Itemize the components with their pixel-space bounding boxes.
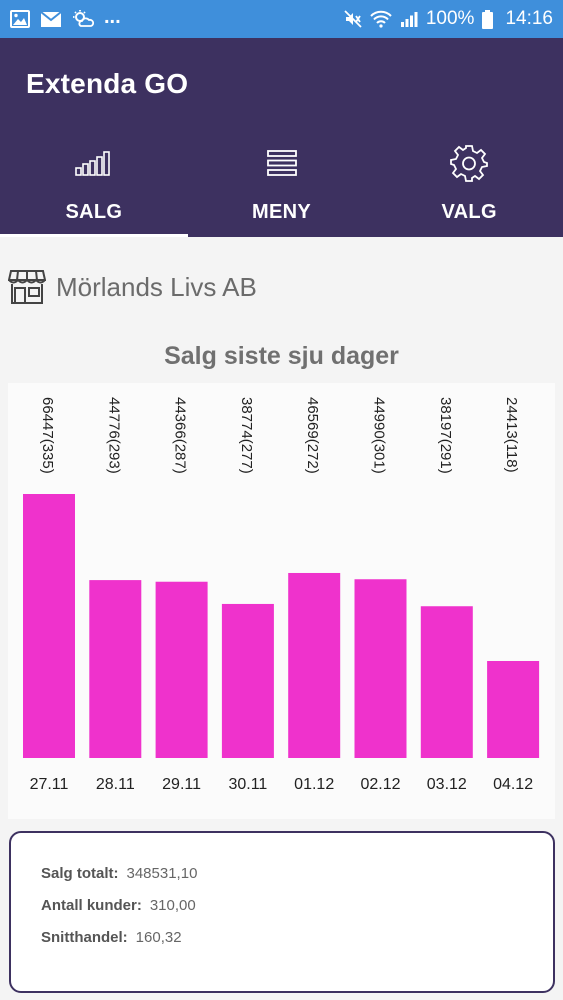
mute-icon: [344, 10, 362, 28]
chart-tick-label: 28.11: [96, 776, 135, 793]
tab-label: MENY: [252, 201, 311, 223]
chart-bar: [89, 580, 142, 758]
summary-row-total: Salg totalt: 348531,10: [41, 865, 197, 882]
battery-level: 100%: [425, 8, 475, 29]
main-content: Mörlands Livs AB Salg siste sju dager 66…: [0, 237, 563, 1000]
chart-tick-label: 04.12: [493, 776, 533, 793]
store-header: Mörlands Livs AB: [8, 269, 257, 305]
weather-icon: [72, 9, 94, 29]
summary-label: Salg totalt:: [41, 865, 119, 882]
summary-row-customers: Antall kunder: 310,00: [41, 897, 196, 914]
chart-tick-label: 27.11: [30, 776, 69, 793]
app-header: Extenda GO SALG MENY VALG: [0, 38, 563, 237]
chart-title: Salg siste sju dager: [164, 342, 399, 370]
chart-bar: [221, 603, 274, 758]
chart-tick-label: 01.12: [294, 776, 334, 793]
tab-bar: SALG MENY VALG: [0, 138, 563, 237]
status-bar: ... 100% 14:16: [0, 0, 563, 38]
chart-data-label: 38774(277): [238, 397, 255, 474]
chart-bar: [288, 572, 341, 758]
chart-tick-label: 03.12: [427, 776, 467, 793]
sales-summary: Salg totalt: 348531,10 Antall kunder: 310,…: [9, 831, 555, 993]
tab-label: SALG: [65, 201, 123, 223]
signal-icon: [400, 11, 418, 27]
more-notifications: ...: [104, 5, 121, 28]
sales-chart-svg: 66447(335) 27.11 44776(293) 28.11 44366(287)…: [23, 397, 540, 793]
menu-icon: [266, 141, 298, 185]
chart-bar: [487, 661, 540, 758]
chart-data-label: 38197(291): [437, 397, 454, 474]
chart-tick-label: 02.12: [360, 776, 400, 793]
summary-row-average: Snitthandel: 160,32: [41, 929, 182, 946]
chart-bar: [354, 579, 407, 758]
chart-tick-label: 29.11: [162, 776, 201, 793]
chart-data-label: 44366(287): [172, 397, 189, 474]
tab-salg[interactable]: SALG: [0, 138, 188, 237]
chart-tick-label: 30.11: [228, 776, 267, 793]
bar-chart-icon: [74, 141, 114, 185]
gear-icon: [450, 141, 489, 185]
store-icon: [8, 269, 46, 305]
clock: 14:16: [505, 8, 553, 29]
chart-data-label: 44990(301): [371, 397, 388, 474]
sales-chart: 66447(335) 27.11 44776(293) 28.11 44366(287)…: [8, 383, 555, 819]
wifi-icon: [370, 10, 392, 28]
chart-data-label: 24413(118): [503, 397, 520, 473]
summary-label: Snitthandel:: [41, 929, 128, 946]
chart-data-label: 44776(293): [105, 397, 122, 474]
store-name: Mörlands Livs AB: [56, 271, 257, 302]
chart-bar: [420, 606, 473, 758]
summary-label: Antall kunder:: [41, 897, 142, 914]
mail-icon: [40, 10, 62, 28]
app-title: Extenda GO: [26, 68, 189, 99]
image-icon: [10, 10, 30, 28]
summary-value: 310,00: [149, 897, 196, 914]
summary-value: 348531,10: [126, 865, 198, 882]
chart-data-label: 66447(335): [39, 397, 56, 474]
tab-valg[interactable]: VALG: [375, 138, 563, 237]
chart-bar: [23, 494, 75, 758]
tab-label: VALG: [441, 201, 497, 223]
chart-data-label: 46569(272): [304, 397, 321, 474]
chart-bar: [155, 581, 208, 758]
summary-value: 160,32: [135, 929, 182, 946]
tab-meny[interactable]: MENY: [188, 138, 376, 237]
battery-icon: [482, 9, 494, 29]
